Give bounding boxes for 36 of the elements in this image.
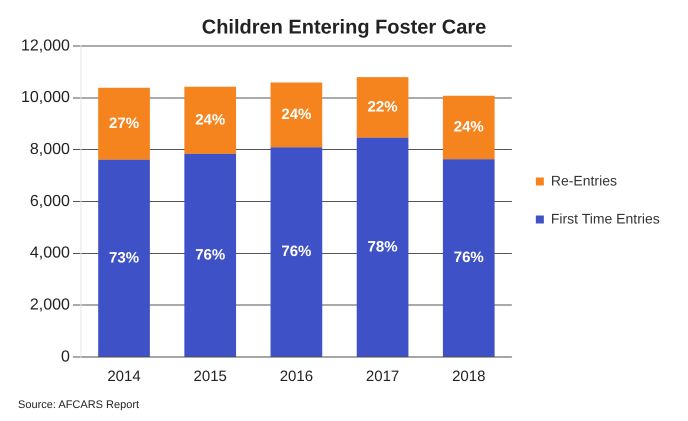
y-tick-label: 4,000 (30, 244, 70, 262)
bar (184, 86, 236, 154)
x-tick-label: 2018 (452, 368, 486, 386)
annotation: 73% (109, 249, 140, 266)
source-note: Source: AFCARS Report (18, 399, 140, 411)
bar (442, 159, 495, 356)
annotation: 24% (281, 106, 312, 124)
bar (184, 154, 236, 356)
y-tick-label: 0 (61, 348, 70, 366)
y-tick-label: 10,000 (21, 89, 70, 106)
annotation: 22% (368, 98, 398, 116)
bar (356, 138, 408, 356)
bar (98, 160, 150, 356)
annotation: 24% (454, 118, 484, 136)
legend-label: First Time Entries (550, 210, 660, 226)
bar (442, 96, 495, 160)
bar (270, 82, 322, 148)
y-tick-label: 6,000 (30, 192, 70, 210)
bar (270, 147, 322, 356)
bar (98, 88, 150, 160)
y-tick-label: 2,000 (30, 296, 70, 314)
annotation: 27% (109, 114, 140, 132)
bar (356, 77, 408, 138)
annotation: 24% (195, 111, 226, 128)
legend-label: Re-Entries (550, 172, 617, 188)
annotation: 76% (195, 246, 226, 264)
x-tick-label: 2017 (366, 368, 400, 386)
chart-title: Children Entering Foster Care (202, 16, 486, 39)
x-tick-label: 2016 (280, 368, 314, 386)
x-tick-label: 2015 (194, 368, 227, 386)
annotation: 78% (368, 238, 398, 256)
annotation: 76% (454, 249, 484, 266)
y-tick-label: 12,000 (21, 37, 70, 54)
annotation: 76% (281, 243, 312, 260)
y-tick-label: 8,000 (30, 141, 70, 158)
x-tick-label: 2014 (107, 368, 141, 386)
